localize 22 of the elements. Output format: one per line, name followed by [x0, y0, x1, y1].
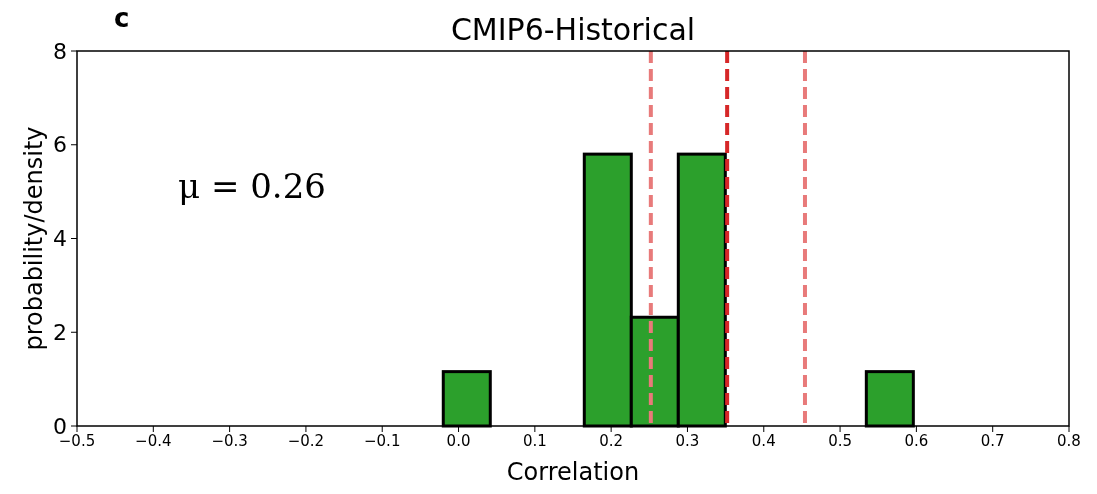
x-tick-label: 0.4	[751, 432, 776, 450]
x-tick-label: 0.6	[904, 432, 929, 450]
x-tick-label: 0.0	[446, 432, 471, 450]
x-tick-label: 0.5	[828, 432, 853, 450]
x-tick-label: −0.4	[135, 432, 172, 450]
x-tick-label: 0.7	[980, 432, 1005, 450]
x-tick-label: −0.1	[364, 432, 401, 450]
y-axis-title: probability/density	[20, 126, 48, 351]
y-tick-label: 4	[53, 226, 67, 252]
y-tick-label: 6	[53, 132, 67, 158]
chart-title: CMIP6-Historical	[450, 12, 696, 47]
x-tick-label: −0.2	[287, 432, 325, 450]
x-tick-label: −0.3	[211, 432, 248, 450]
x-tick-label: 0.2	[599, 432, 624, 450]
y-tick-label: 2	[53, 319, 67, 345]
text: c	[114, 3, 130, 33]
annotation: μ = 0.26	[178, 166, 326, 206]
x-tick-label: 0.1	[522, 432, 547, 450]
x-tick-label: 0.3	[675, 432, 700, 450]
y-tick-label: 8	[53, 38, 67, 64]
x-axis-title: Correlation	[506, 458, 640, 486]
x-tick-label: 0.8	[1057, 432, 1081, 450]
